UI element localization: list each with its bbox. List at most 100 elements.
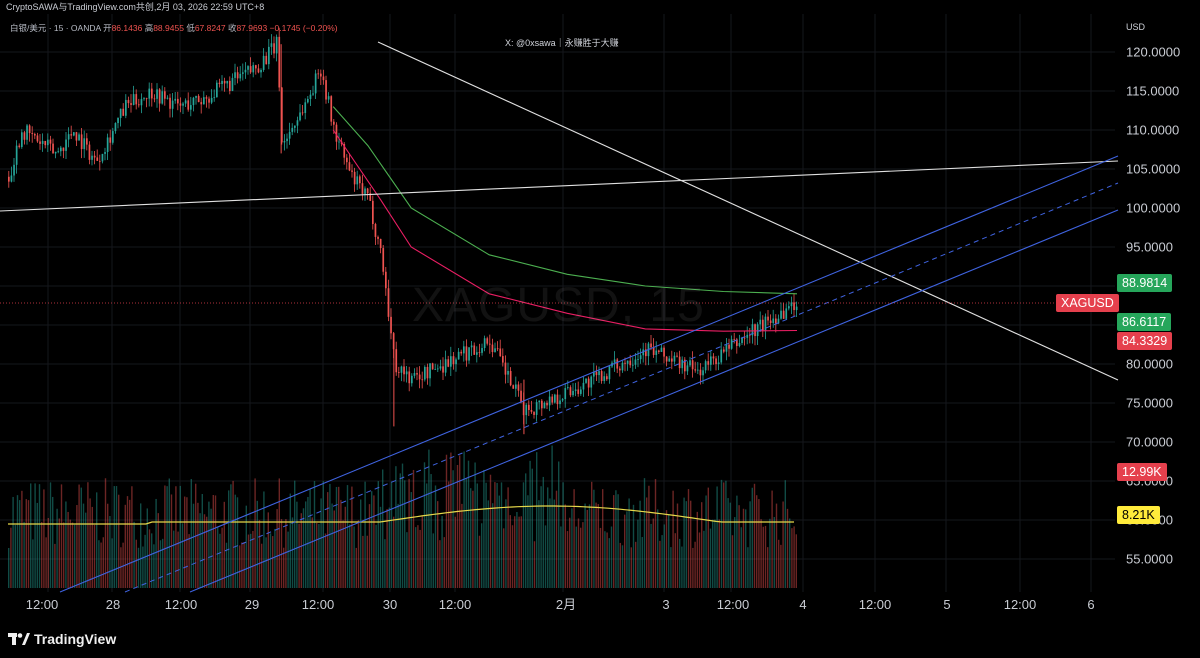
candle-body <box>712 356 715 359</box>
footer-bar <box>0 624 1200 658</box>
tradingview-logo[interactable]: TradingView <box>8 630 116 648</box>
volume-bar <box>228 490 230 588</box>
candle-body <box>795 306 798 311</box>
candle-body <box>780 310 782 319</box>
volume-bar <box>547 487 549 588</box>
candle-body <box>551 396 554 403</box>
chart-canvas[interactable]: 120.0000 115.0000 110.0000 105.0000 100.0000… <box>0 14 1200 624</box>
volume-bar <box>551 445 553 588</box>
candle-body <box>75 132 78 141</box>
volume-bar <box>586 509 588 588</box>
volume-bar <box>309 488 311 588</box>
time-axis[interactable]: 12:00 28 12:00 29 12:00 30 12:00 2月 3 12:00 4 12:00… <box>26 597 1095 612</box>
candle-body <box>221 80 223 85</box>
candle-body <box>528 404 530 410</box>
volume-bar <box>351 486 353 588</box>
candle-body <box>195 95 197 98</box>
candle-body <box>572 390 574 396</box>
volume-bar <box>331 503 333 588</box>
price-tick-label: 105.0000 <box>1126 162 1180 177</box>
candle-body <box>312 93 314 95</box>
candle-body <box>460 351 463 354</box>
volume-bar <box>487 500 489 588</box>
candle-body <box>398 372 400 374</box>
channel-mid-line[interactable] <box>124 182 1119 593</box>
candle-body <box>314 73 317 94</box>
volume-bar <box>38 484 41 588</box>
volume-bar <box>423 462 426 588</box>
volume-bar <box>621 545 624 588</box>
volume-bar <box>588 504 591 588</box>
volume-bar <box>771 490 773 588</box>
volume-bar <box>344 506 346 588</box>
candle-body <box>416 373 418 375</box>
volume-bar <box>346 485 349 588</box>
volume-bar <box>632 504 635 588</box>
candle-body <box>754 324 756 337</box>
candle-body <box>275 36 278 54</box>
high-value: 88.9455 <box>153 23 184 33</box>
volume-bar <box>19 500 21 588</box>
candle-body <box>554 394 556 403</box>
volume-bar <box>489 474 492 588</box>
candle-body <box>369 193 372 201</box>
channel-lower-line[interactable] <box>189 209 1119 593</box>
channel-upper-line[interactable] <box>59 155 1119 593</box>
volume-bar <box>360 499 362 588</box>
candle-body <box>468 347 470 361</box>
candle-body <box>8 176 10 182</box>
volume-bar <box>256 500 258 588</box>
volume-bar <box>280 519 283 588</box>
symbol-tag: XAGUSD <box>1056 294 1119 312</box>
volume-bar <box>676 503 679 588</box>
volume-bar <box>173 530 175 588</box>
volume-bar <box>120 547 122 588</box>
candle-body <box>509 370 512 386</box>
candle-body <box>325 80 327 100</box>
candle-body <box>356 176 359 185</box>
volume-bar <box>379 506 382 588</box>
descending-trendline[interactable] <box>377 41 1119 381</box>
candle-body <box>330 96 333 122</box>
candle-body <box>759 319 762 325</box>
volume-bar <box>188 534 190 588</box>
volume-bar <box>349 524 351 588</box>
candle-body <box>119 108 122 118</box>
candle-body <box>548 396 551 406</box>
volume-bar <box>102 537 104 588</box>
volume-bar <box>155 498 157 588</box>
volume-bar <box>509 515 511 588</box>
candle-body <box>270 43 273 47</box>
candle-body <box>34 134 36 136</box>
drawn-lines[interactable] <box>0 41 1119 593</box>
candle-body <box>769 320 772 324</box>
candle-body <box>213 97 216 99</box>
volume-bar <box>511 525 514 588</box>
volume-bar <box>371 491 373 588</box>
candle-body <box>83 138 86 150</box>
candle-body <box>132 94 135 105</box>
candle-body <box>590 376 593 388</box>
volume-bar <box>151 533 153 588</box>
volume-bar <box>285 519 287 588</box>
volume-bar <box>245 505 247 588</box>
volume-bar <box>368 504 371 588</box>
candle-body <box>491 344 494 353</box>
candle-body <box>538 400 541 403</box>
volume-bar <box>357 520 360 588</box>
candle-body <box>242 72 244 74</box>
candle-body <box>278 36 281 88</box>
volume-bar <box>212 494 214 588</box>
volume-bar <box>503 528 505 588</box>
price-axis[interactable]: 120.0000 115.0000 110.0000 105.0000 100.0000… <box>1126 45 1180 567</box>
horizontal-trendline[interactable] <box>0 160 1119 212</box>
volume-bar <box>698 532 701 588</box>
volume-bar <box>553 499 555 588</box>
volume-bar <box>683 497 685 588</box>
volume-bar <box>661 535 663 588</box>
candle-body <box>736 339 738 346</box>
candle-body <box>343 144 346 158</box>
candle-body <box>702 370 704 376</box>
volume-bar <box>170 494 173 588</box>
candle-body <box>177 98 179 104</box>
